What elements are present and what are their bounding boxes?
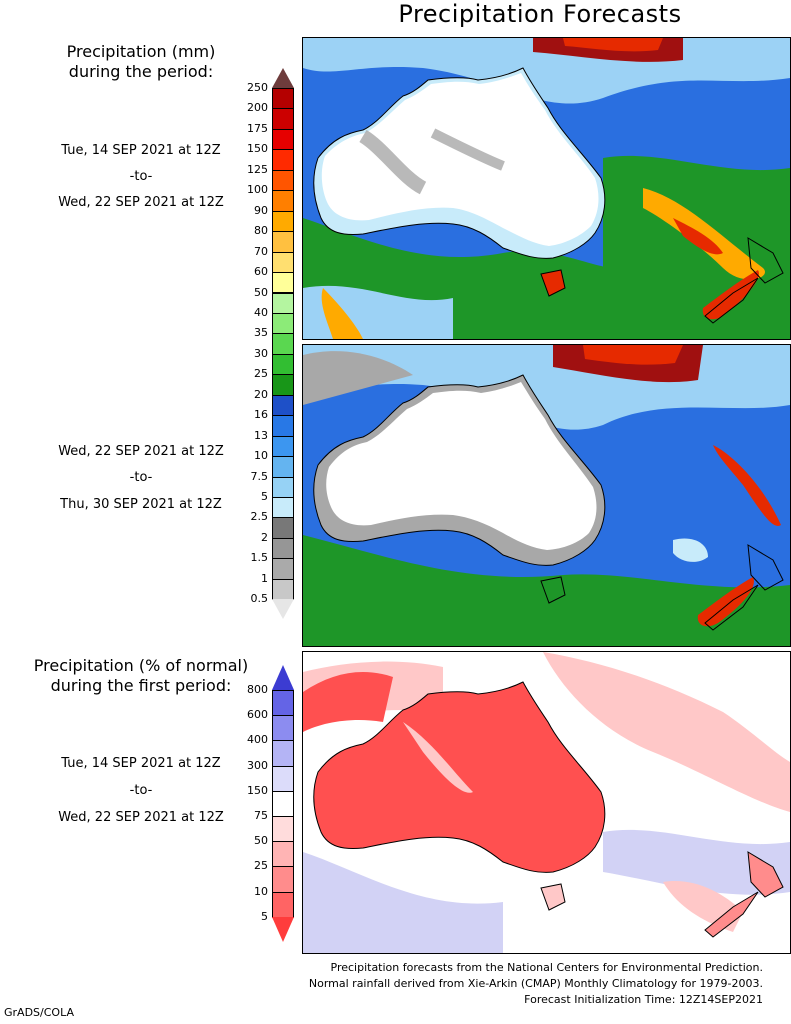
- precip-colorbar-swatch: [272, 251, 294, 274]
- footer-line1: Precipitation forecasts from the Nationa…: [330, 961, 764, 974]
- precip-colorbar-level-label: 16: [254, 408, 268, 422]
- precip-colorbar-level-label: 70: [254, 244, 268, 258]
- precip-colorbar-swatch: [272, 108, 294, 130]
- precip-map-week1: [303, 38, 790, 339]
- precip-colorbar-level-label: 1.5: [250, 551, 269, 565]
- anomaly-legend-title-line1: Precipitation (% of normal): [33, 656, 249, 675]
- precip-colorbar-level-label: 1: [261, 571, 268, 585]
- precip-colorbar-level-label: 60: [254, 265, 268, 279]
- precip-colorbar-swatch: [272, 374, 294, 396]
- precip-colorbar-level-label: 20: [254, 387, 268, 401]
- anomaly-map: [303, 652, 790, 953]
- map-panel-week1: [302, 37, 791, 340]
- precip-colorbar-swatch: [272, 333, 294, 355]
- period3-start: Tue, 14 SEP 2021 at 12Z: [61, 756, 221, 771]
- precip-colorbar-level-label: 25: [254, 367, 268, 381]
- anomaly-colorbar-level-label: 10: [254, 884, 268, 898]
- anomaly-colorbar-level-label: 25: [254, 859, 268, 873]
- anomaly-colorbar-swatch: [272, 841, 294, 868]
- legend-title-line1: Precipitation (mm): [66, 42, 216, 61]
- period3-sep: -to-: [129, 783, 153, 798]
- map-panel-anomaly: [302, 651, 791, 954]
- precip-colorbar-level-label: 80: [254, 224, 268, 238]
- legend-title-line2: during the period:: [68, 62, 214, 81]
- precip-colorbar-level-label: 0.5: [250, 592, 269, 606]
- precip-colorbar-swatch: [272, 312, 294, 335]
- period1-sep: -to-: [129, 169, 153, 184]
- anomaly-colorbar-swatch: [272, 715, 294, 742]
- footer-line2: Normal rainfall derived from Xie-Arkin (…: [308, 977, 763, 990]
- anomaly-colorbar-swatch: [272, 866, 294, 893]
- footer-line3: Forecast Initialization Time: 12Z14SEP20…: [524, 993, 763, 1006]
- grads-credit: GrADS/COLA: [4, 1006, 74, 1019]
- anomaly-colorbar-level-label: 400: [247, 733, 268, 747]
- precip-colorbar-swatch: [272, 353, 294, 376]
- precip-colorbar-level-label: 250: [247, 81, 268, 94]
- period2-sep: -to-: [129, 470, 153, 485]
- precip-colorbar-level-label: 2: [261, 530, 268, 544]
- anomaly-colorbar-level-label: 50: [254, 834, 268, 848]
- period1-start: Tue, 14 SEP 2021 at 12Z: [61, 143, 221, 158]
- period2-end: Thu, 30 SEP 2021 at 12Z: [60, 497, 222, 512]
- precip-colorbar-swatch: [272, 578, 294, 601]
- precip-colorbar-level-label: 35: [254, 326, 268, 340]
- precip-colorbar-level-label: 50: [254, 285, 268, 299]
- anomaly-colorbar-level-label: 5: [261, 909, 268, 923]
- precip-colorbar-swatch: [272, 517, 294, 539]
- precip-colorbar-swatch: [272, 537, 294, 560]
- map-panel-week2: [302, 344, 791, 647]
- precip-colorbar-level-label: 30: [254, 346, 268, 360]
- precip-colorbar-bottom-arrow: [272, 599, 294, 620]
- precip-colorbar-swatch: [272, 558, 294, 580]
- anomaly-colorbar-swatch: [272, 891, 294, 918]
- precip-colorbar-level-label: 175: [247, 121, 268, 135]
- precip-colorbar-level-label: 40: [254, 305, 268, 319]
- precip-colorbar-level-label: 200: [247, 101, 268, 115]
- precip-colorbar-swatch: [272, 88, 294, 110]
- precip-colorbar-swatch: [272, 272, 294, 294]
- anomaly-colorbar-bottom-arrow: [272, 916, 294, 942]
- precip-colorbar-swatch: [272, 415, 294, 437]
- anomaly-legend-title-line2: during the first period:: [50, 676, 232, 695]
- period3-end: Wed, 22 SEP 2021 at 12Z: [58, 810, 224, 825]
- precip-colorbar-swatch: [272, 231, 294, 253]
- period2-start: Wed, 22 SEP 2021 at 12Z: [58, 444, 224, 459]
- anomaly-colorbar-level-label: 600: [247, 708, 268, 722]
- precip-map-week2: [303, 345, 790, 646]
- precip-colorbar-swatch: [272, 292, 294, 314]
- precip-colorbar-swatch: [272, 394, 294, 417]
- period1-end: Wed, 22 SEP 2021 at 12Z: [58, 195, 224, 210]
- page-title: Precipitation Forecasts: [398, 0, 682, 28]
